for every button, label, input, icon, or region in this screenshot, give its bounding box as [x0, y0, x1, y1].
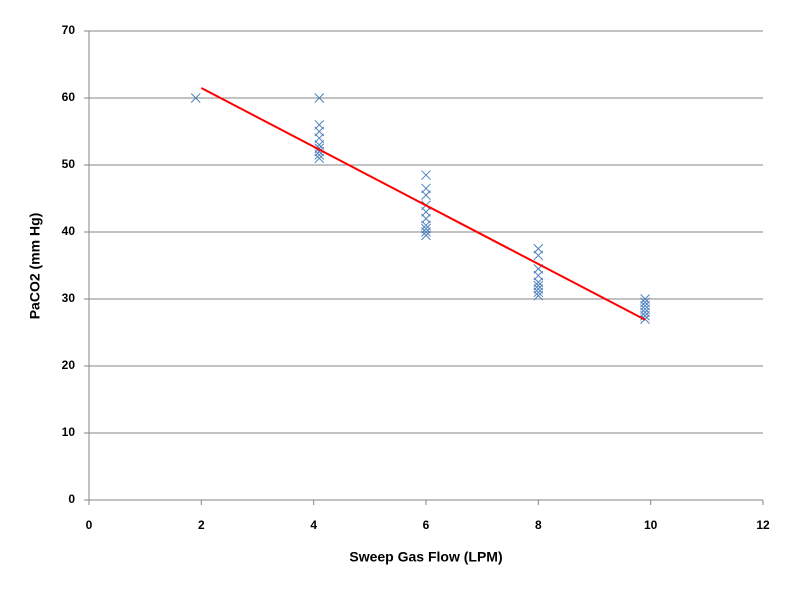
y-tick-label: 0	[68, 492, 75, 506]
marker	[190, 93, 201, 103]
marker	[533, 287, 544, 298]
x-axis-title: Sweep Gas Flow (LPM)	[349, 549, 502, 565]
x-tick-label: 8	[535, 518, 542, 532]
x-tick-label: 2	[198, 518, 205, 532]
x-tick-label: 12	[756, 518, 770, 532]
y-tick-label: 30	[62, 291, 76, 305]
marker	[421, 230, 431, 241]
y-tick-label: 50	[62, 157, 76, 171]
marker	[533, 250, 544, 261]
marker	[421, 227, 431, 237]
marker	[314, 93, 325, 103]
marker	[421, 190, 431, 201]
x-tick-label: 6	[423, 518, 430, 532]
y-tick-label: 40	[62, 224, 76, 238]
marker	[421, 170, 431, 180]
x-tick-label: 4	[310, 518, 317, 532]
x-tick-label: 10	[644, 518, 658, 532]
y-axis-title: PaCO2 (mm Hg)	[27, 213, 43, 320]
trendline	[200, 87, 646, 321]
y-tick-label: 70	[62, 23, 76, 37]
y-tick-label: 60	[62, 90, 76, 104]
y-tick-label: 20	[62, 358, 76, 372]
x-tick-label: 0	[86, 518, 93, 532]
marker	[314, 153, 325, 164]
y-tick-label: 10	[62, 425, 76, 439]
marker	[533, 290, 544, 301]
